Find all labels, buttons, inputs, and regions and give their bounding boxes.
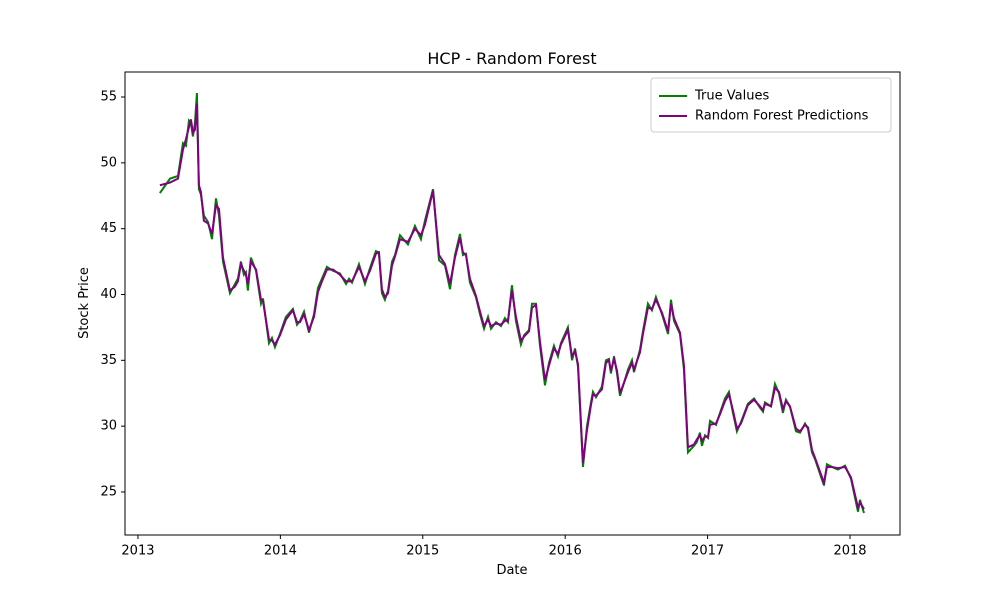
legend-label: Random Forest Predictions bbox=[695, 109, 869, 124]
x-tick-label: 2013 bbox=[121, 544, 154, 559]
x-tick-label: 2017 bbox=[691, 544, 724, 559]
x-axis-label: Date bbox=[496, 563, 527, 578]
y-axis-label: Stock Price bbox=[77, 267, 92, 339]
y-tick-label: 35 bbox=[100, 353, 117, 368]
line bbox=[159, 92, 865, 514]
x-tick-label: 2018 bbox=[833, 544, 866, 559]
line bbox=[159, 103, 865, 512]
y-tick-label: 45 bbox=[100, 221, 117, 236]
x-tick-label: 2015 bbox=[406, 544, 439, 559]
legend-label: True Values bbox=[694, 89, 769, 104]
y-tick-label: 50 bbox=[100, 155, 117, 170]
x-tick-label: 2016 bbox=[549, 544, 582, 559]
y-tick-label: 30 bbox=[100, 419, 117, 434]
plot-frame bbox=[124, 71, 901, 536]
x-tick-label: 2014 bbox=[264, 544, 297, 559]
y-tick-label: 25 bbox=[100, 484, 117, 499]
legend-box bbox=[650, 77, 892, 133]
y-tick-label: 55 bbox=[100, 90, 117, 105]
y-tick-label: 40 bbox=[100, 287, 117, 302]
chart-title: HCP - Random Forest bbox=[427, 49, 596, 68]
